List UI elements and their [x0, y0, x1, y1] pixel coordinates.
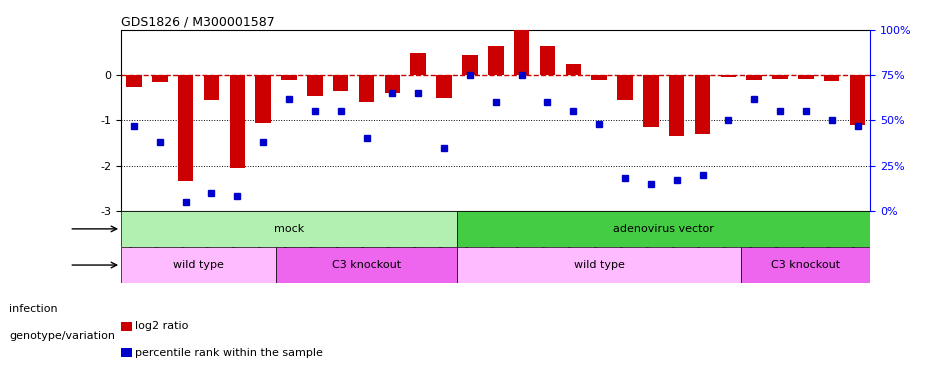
Bar — [741, 247, 870, 283]
Bar — [591, 75, 607, 80]
Bar — [333, 75, 348, 91]
Bar — [204, 75, 219, 100]
Bar — [850, 75, 865, 125]
Bar — [565, 64, 581, 75]
Bar — [178, 75, 194, 182]
Text: mock: mock — [274, 224, 304, 234]
Text: wild type: wild type — [573, 260, 625, 270]
Bar — [514, 30, 530, 75]
Text: adenovirus vector: adenovirus vector — [614, 224, 714, 234]
Bar — [127, 75, 142, 87]
Bar — [721, 75, 736, 78]
Bar — [643, 75, 658, 127]
Bar — [277, 247, 457, 283]
Bar — [462, 55, 478, 75]
Bar — [437, 75, 452, 98]
Bar — [747, 75, 762, 80]
Bar — [617, 75, 633, 100]
Bar — [457, 211, 870, 247]
Bar — [695, 75, 710, 134]
Text: GDS1826 / M300001587: GDS1826 / M300001587 — [121, 16, 275, 29]
Text: infection: infection — [9, 304, 58, 314]
Text: percentile rank within the sample: percentile rank within the sample — [135, 348, 323, 357]
Bar — [152, 75, 168, 82]
Bar — [540, 46, 555, 75]
Text: log2 ratio: log2 ratio — [135, 321, 188, 331]
Bar — [457, 247, 741, 283]
Bar — [668, 75, 684, 136]
Bar — [385, 75, 400, 93]
Bar — [281, 75, 297, 80]
Bar — [307, 75, 323, 96]
Bar — [358, 75, 374, 102]
Text: C3 knockout: C3 knockout — [771, 260, 841, 270]
Bar — [255, 75, 271, 123]
Bar — [121, 247, 277, 283]
Bar — [488, 46, 504, 75]
Bar — [411, 53, 426, 75]
Text: genotype/variation: genotype/variation — [9, 331, 115, 340]
Bar — [121, 211, 457, 247]
Bar — [773, 75, 788, 79]
Bar — [798, 75, 814, 79]
Text: wild type: wild type — [173, 260, 224, 270]
Bar — [824, 75, 840, 81]
Bar — [230, 75, 245, 168]
Text: C3 knockout: C3 knockout — [332, 260, 401, 270]
